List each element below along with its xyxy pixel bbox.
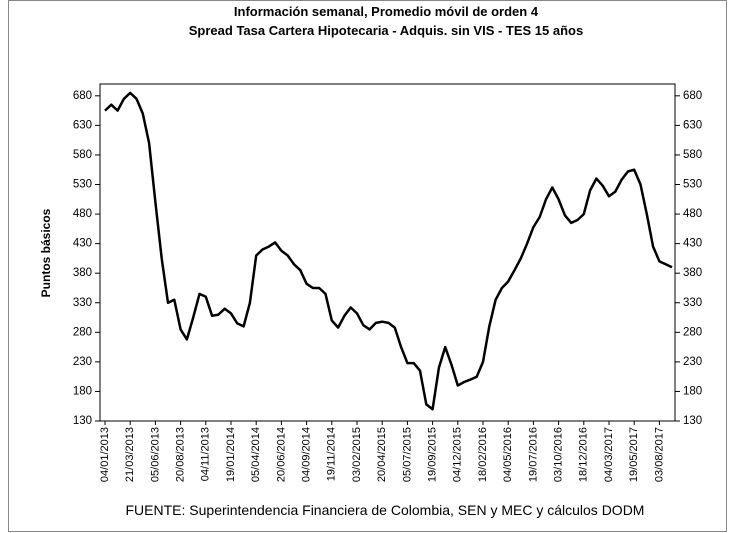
source: FUENTE: Superintendencia Financiera de C… [126, 502, 645, 518]
y-tick-label: 280 [73, 326, 92, 338]
y-tick-label: 430 [73, 238, 92, 250]
y-tick-label: 580 [73, 149, 92, 161]
x-tick-label: 20/04/2015 [376, 427, 388, 482]
x-tick-label: 04/11/2013 [200, 427, 212, 481]
x-tick-label: 19/11/2014 [326, 427, 338, 481]
y2-tick-label: 680 [683, 90, 702, 102]
plot-area [99, 83, 676, 422]
y-tick-label: 530 [73, 179, 92, 191]
y-tick-label: 130 [73, 415, 92, 427]
x-tick-label: 05/06/2013 [149, 427, 161, 482]
x-tick-label: 19/05/2017 [628, 427, 640, 482]
x-tick-label: 05/04/2014 [250, 427, 262, 482]
x-tick-label: 19/09/2015 [427, 427, 439, 482]
y2-tick-label: 230 [683, 356, 702, 368]
x-tick-label: 19/07/2016 [527, 427, 539, 482]
y-tick-label: 480 [73, 208, 92, 220]
y2-tick-label: 280 [683, 326, 702, 338]
y-tick-label: 330 [73, 297, 92, 309]
x-tick-label: 04/09/2014 [301, 427, 313, 482]
y-tick-label: 630 [73, 119, 92, 131]
y2-tick-label: 330 [683, 297, 702, 309]
chart-border [8, 0, 727, 532]
x-tick-label: 20/08/2013 [175, 427, 187, 482]
y-tick-label: 380 [73, 267, 92, 279]
y2-tick-label: 130 [683, 415, 702, 427]
chart-subtitle: Spread Tasa Cartera Hipotecaria - Adquis… [189, 23, 583, 38]
x-tick-label: 04/12/2015 [452, 427, 464, 482]
x-tick-label: 03/02/2015 [351, 427, 363, 482]
x-tick-label: 05/07/2015 [401, 427, 413, 482]
x-tick-label: 03/10/2016 [553, 427, 565, 482]
data-line [104, 91, 673, 411]
y2-tick-label: 430 [683, 238, 702, 250]
x-tick-label: 03/08/2017 [653, 427, 665, 482]
y2-tick-label: 530 [683, 179, 702, 191]
x-tick-label: 21/03/2013 [124, 427, 136, 482]
x-tick-label: 18/12/2016 [578, 427, 590, 482]
y2-tick-label: 480 [683, 208, 702, 220]
y2-tick-label: 380 [683, 267, 702, 279]
x-tick-label: 18/02/2016 [477, 427, 489, 482]
x-tick-label: 04/05/2016 [502, 427, 514, 482]
y-tick-label: 230 [73, 356, 92, 368]
y2-tick-label: 580 [683, 149, 702, 161]
x-tick-label: 20/06/2014 [275, 427, 287, 482]
x-tick-label: 19/01/2014 [225, 427, 237, 482]
y-axis-title: Puntos básicos [39, 208, 53, 297]
y-tick-label: 180 [73, 385, 92, 397]
chart-title: Información semanal, Promedio móvil de o… [234, 4, 539, 19]
x-tick-label: 04/01/2013 [99, 427, 111, 482]
x-tick-label: 04/03/2017 [603, 427, 615, 482]
y2-tick-label: 630 [683, 119, 702, 131]
y2-tick-label: 180 [683, 385, 702, 397]
y-tick-label: 680 [73, 90, 92, 102]
